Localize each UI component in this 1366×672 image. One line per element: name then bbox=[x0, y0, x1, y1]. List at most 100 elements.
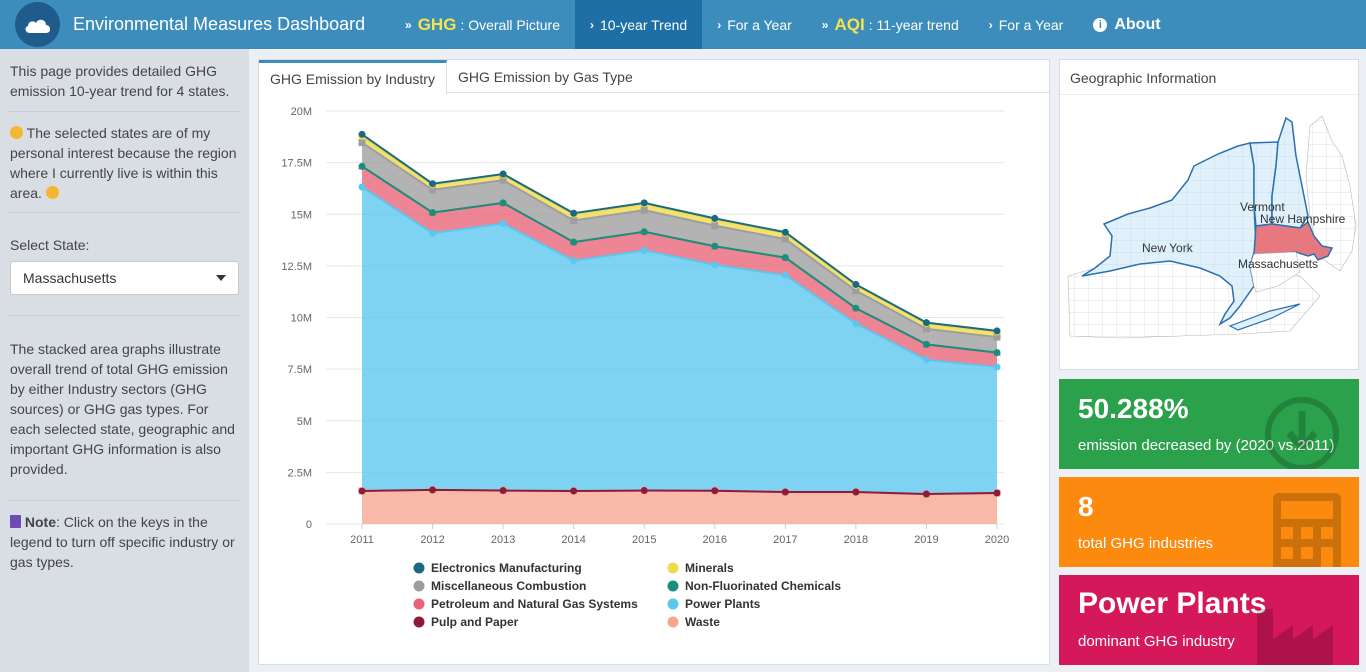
legend-label[interactable]: Pulp and Paper bbox=[431, 615, 519, 629]
legend-marker bbox=[413, 616, 425, 628]
divider bbox=[8, 500, 241, 501]
x-tick-label: 2015 bbox=[632, 534, 656, 546]
data-point bbox=[711, 487, 719, 495]
y-tick-label: 5M bbox=[297, 416, 312, 428]
nav-item-label: For a Year bbox=[727, 16, 792, 33]
nav-item-label: : 11-year trend bbox=[868, 16, 959, 33]
legend-label[interactable]: Electronics Manufacturing bbox=[431, 561, 582, 575]
data-point bbox=[499, 199, 507, 207]
nav-aqi-for-a-year[interactable]: › For a Year bbox=[974, 0, 1079, 49]
calculator-icon bbox=[1273, 493, 1341, 567]
legend-label[interactable]: Minerals bbox=[685, 561, 734, 575]
area-power-plants bbox=[362, 186, 997, 495]
data-point bbox=[922, 490, 930, 498]
nav-item-label: For a Year bbox=[998, 16, 1064, 33]
x-tick-label: 2019 bbox=[914, 534, 938, 546]
data-point bbox=[499, 176, 507, 184]
legend-marker bbox=[667, 616, 679, 628]
sidebar-intro: This page provides detailed GHG emission… bbox=[10, 63, 230, 99]
data-point bbox=[358, 130, 366, 138]
data-point bbox=[781, 488, 789, 496]
data-point bbox=[711, 242, 719, 250]
nav-aqi-trend[interactable]: » AQI : 11-year trend bbox=[807, 0, 974, 49]
map-label-new-hampshire: New Hampshire bbox=[1260, 212, 1346, 226]
dominant-value: Power Plants bbox=[1078, 587, 1267, 620]
industries-value: 8 bbox=[1078, 491, 1094, 522]
nav-ghg-overall[interactable]: » GHG : Overall Picture bbox=[390, 0, 575, 49]
nav-item-label: 10-year Trend bbox=[600, 16, 688, 33]
chevron-right-icon: › bbox=[590, 17, 595, 32]
geo-title: Geographic Information bbox=[1070, 70, 1217, 86]
note-label: Note bbox=[24, 514, 57, 530]
data-point bbox=[922, 356, 930, 364]
legend-label[interactable]: Power Plants bbox=[685, 597, 761, 611]
chart-panel: GHG Emission by Industry GHG Emission by… bbox=[258, 59, 1050, 665]
decrease-value: 50.288% bbox=[1078, 393, 1189, 424]
state-select[interactable]: Massachusetts bbox=[10, 261, 239, 295]
divider bbox=[8, 315, 241, 316]
data-point bbox=[570, 257, 578, 265]
nav-about[interactable]: i About bbox=[1078, 0, 1175, 49]
legend-label[interactable]: Waste bbox=[685, 615, 720, 629]
nav-item-label: : Overall Picture bbox=[460, 16, 561, 33]
data-point bbox=[852, 280, 860, 288]
tab-by-gas-type[interactable]: GHG Emission by Gas Type bbox=[457, 68, 633, 85]
legend-label[interactable]: Miscellaneous Combustion bbox=[431, 579, 586, 593]
data-point bbox=[429, 209, 437, 217]
nav-ghg-for-a-year[interactable]: › For a Year bbox=[702, 0, 807, 49]
double-chevron-icon: » bbox=[821, 17, 829, 32]
data-point bbox=[711, 214, 719, 222]
data-point bbox=[711, 222, 719, 230]
sidebar-note: Note: Click on the keys in the legend to… bbox=[10, 512, 239, 572]
dominant-subtitle: dominant GHG industry bbox=[1078, 633, 1235, 650]
stacked-area-chart: 0 2.5M 5M 7.5M 10M 12.5M 15M 17.5M 20M 2011 2012 20… bbox=[281, 106, 1009, 629]
industries-subtitle: total GHG industries bbox=[1078, 535, 1214, 552]
info-circle-icon: i bbox=[1093, 17, 1108, 32]
select-state-label: Select State: bbox=[10, 237, 90, 253]
data-point bbox=[993, 333, 1001, 341]
y-tick-label: 10M bbox=[291, 313, 312, 325]
data-point bbox=[922, 325, 930, 333]
legend-marker bbox=[413, 598, 425, 610]
area-petroleum-and-natural-gas-systems bbox=[362, 166, 997, 368]
nav-10-year-trend[interactable]: › 10-year Trend bbox=[575, 0, 703, 49]
area-miscellaneous-combustion bbox=[362, 142, 997, 353]
legend-label[interactable]: Petroleum and Natural Gas Systems bbox=[431, 597, 638, 611]
data-point bbox=[640, 487, 648, 495]
data-point bbox=[640, 199, 648, 207]
line-power-plants bbox=[361, 186, 998, 369]
y-tick-label: 15M bbox=[291, 209, 312, 221]
tab-by-industry[interactable]: GHG Emission by Industry bbox=[259, 60, 447, 94]
top-nav: » GHG : Overall Picture › 10-year Trend … bbox=[390, 0, 1176, 49]
data-point bbox=[499, 170, 507, 178]
x-tick-label: 2016 bbox=[703, 534, 727, 546]
area-minerals bbox=[362, 136, 997, 338]
y-tick-label: 7.5M bbox=[288, 364, 312, 376]
x-tick-label: 2014 bbox=[561, 534, 585, 546]
data-point bbox=[358, 487, 366, 495]
data-point bbox=[993, 363, 1001, 371]
book-icon bbox=[10, 515, 21, 528]
double-chevron-icon: » bbox=[405, 17, 412, 32]
x-tick-label: 2018 bbox=[844, 534, 868, 546]
data-point bbox=[358, 139, 366, 147]
data-point bbox=[570, 487, 578, 495]
header-bar: Environmental Measures Dashboard » GHG :… bbox=[0, 0, 1366, 49]
data-point bbox=[781, 254, 789, 262]
decrease-subtitle: emission decreased by (2020 vs.2011) bbox=[1078, 437, 1335, 454]
smile-emoji-icon bbox=[10, 126, 23, 139]
data-point bbox=[852, 287, 860, 295]
data-point bbox=[429, 486, 437, 494]
y-tick-label: 2.5M bbox=[288, 467, 312, 479]
data-point bbox=[922, 340, 930, 348]
app-title: Environmental Measures Dashboard bbox=[73, 14, 366, 34]
interest-text: The selected states are of my personal i… bbox=[10, 125, 237, 201]
legend-marker bbox=[667, 598, 679, 610]
y-tick-label: 20M bbox=[291, 106, 312, 118]
region-map: New York Vermont New Hampshire Massachus… bbox=[1067, 115, 1357, 339]
data-point bbox=[358, 162, 366, 170]
legend-label[interactable]: Non-Fluorinated Chemicals bbox=[685, 579, 841, 593]
brand[interactable]: Environmental Measures Dashboard bbox=[0, 0, 365, 49]
note-text: : Click on the keys in the legend to tur… bbox=[10, 514, 235, 570]
data-point bbox=[429, 180, 437, 188]
